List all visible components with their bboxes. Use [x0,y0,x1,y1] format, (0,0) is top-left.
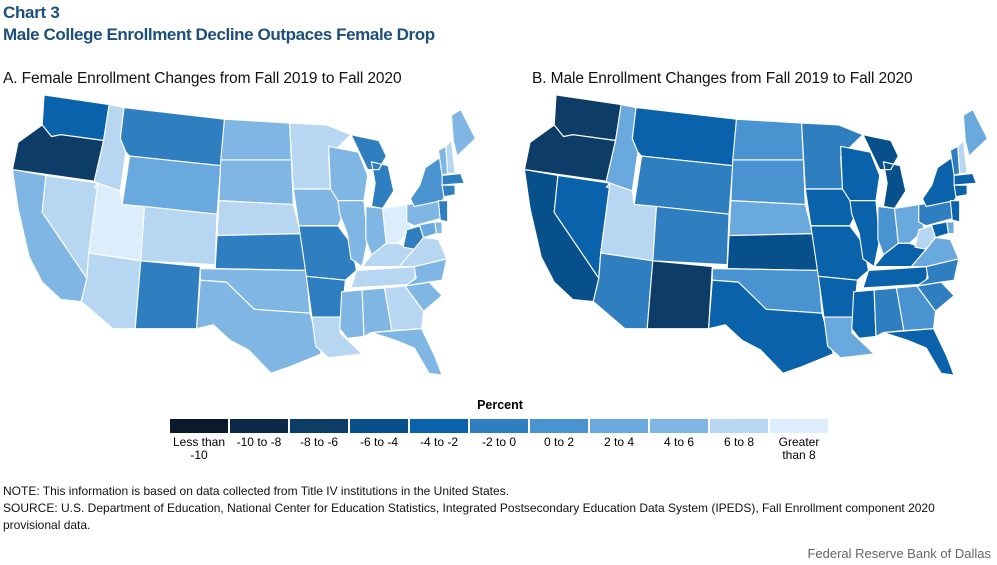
legend-item: Less than -10 [170,419,228,462]
state-ks [726,233,819,272]
state-ct [441,184,456,198]
state-tx [196,279,322,374]
state-az [592,252,654,330]
legend-swatch [590,419,648,433]
legend-swatch [290,419,348,433]
legend-swatch [530,419,588,433]
state-nh [957,139,968,175]
state-il [849,200,881,268]
panel-b-title: B. Male Enrollment Changes from Fall 201… [532,70,913,87]
legend-item: Greater than 8 [770,419,828,462]
legend-label: 0 to 2 [543,435,575,449]
legend-swatch [650,419,708,433]
state-wv [914,225,937,250]
state-ne [728,200,814,237]
state-ar [817,275,858,318]
state-co [140,205,218,266]
legend-item: 2 to 4 [590,419,648,462]
legend-swatch [230,419,288,433]
panel-a-title: A. Female Enrollment Changes from Fall 2… [3,70,402,87]
note-text: NOTE: This information is based on data … [3,484,510,498]
legend-label: 2 to 4 [603,435,635,449]
state-ms [339,289,365,339]
state-md [413,221,438,239]
legend-label: -4 to -2 [419,435,458,449]
source-text: SOURCE: U.S. Department of Education, Na… [3,501,935,532]
state-nj [437,200,449,223]
state-me [962,108,989,157]
state-ks [214,233,307,272]
legend-label: Less than -10 [172,435,226,462]
state-wa [41,94,110,142]
legend-swatch [470,419,528,433]
legend-item: -4 to -2 [410,419,468,462]
chart-title: Male College Enrollment Decline Outpaces… [3,25,435,44]
legend-swatch [410,419,468,433]
legend-label: 6 to 8 [723,435,755,449]
state-ar [305,275,346,318]
legend-item: -8 to -6 [290,419,348,462]
state-tx [708,279,834,374]
state-sd [218,159,294,206]
legend-swatch [770,419,828,433]
legend-items: Less than -10 -10 to -8 -8 to -6 -6 to -4 -4 … [170,419,828,462]
state-nd [732,118,804,161]
state-nm [646,260,713,330]
state-me [450,108,477,157]
state-il [337,200,369,268]
state-ga [895,285,937,332]
state-ct [953,184,968,198]
legend-label: Greater than 8 [778,435,820,462]
state-md [925,221,950,239]
male-enrollment-map [523,94,989,376]
state-ne [216,200,302,237]
state-sd [730,159,806,206]
legend-label: -10 to -8 [236,435,282,449]
state-wv [402,225,425,250]
legend-title: Percent [477,398,523,412]
chart-number: Chart 3 [3,3,60,22]
legend-item: 6 to 8 [710,419,768,462]
legend-swatch [170,419,228,433]
legend-item: 0 to 2 [530,419,588,462]
legend-item: -2 to 0 [470,419,528,462]
state-ga [383,285,425,332]
state-nh [445,139,456,175]
legend-item: 4 to 6 [650,419,708,462]
state-az [80,252,142,330]
legend-label: -2 to 0 [481,435,517,449]
state-nd [220,118,292,161]
state-nm [134,260,201,330]
legend-item: -6 to -4 [350,419,408,462]
legend-label: -8 to -6 [299,435,338,449]
state-ma [441,172,465,186]
legend-item: -10 to -8 [230,419,288,462]
state-ma [953,172,977,186]
legend-label: 4 to 6 [663,435,695,449]
legend-swatch [350,419,408,433]
state-fl [882,328,955,376]
state-nj [949,200,961,223]
female-enrollment-map [11,94,477,376]
credit-text: Federal Reserve Bank of Dallas [807,546,991,561]
state-co [652,205,730,266]
state-fl [370,328,443,376]
state-ms [851,289,877,339]
state-wa [553,94,622,142]
legend-swatch [710,419,768,433]
legend-label: -6 to -4 [359,435,398,449]
